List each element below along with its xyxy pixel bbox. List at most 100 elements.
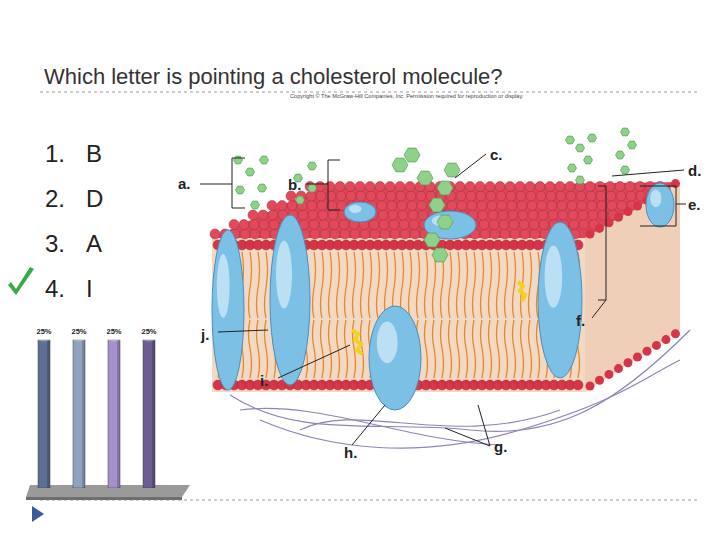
sugar (308, 184, 317, 192)
lipid-head (576, 191, 586, 201)
sugar (576, 144, 585, 152)
lipid-head (538, 210, 548, 220)
sugar (444, 163, 460, 177)
lipid-head (520, 229, 530, 239)
lipid-tail (313, 320, 316, 378)
lipid-tail (257, 252, 260, 318)
lipid-head (239, 220, 249, 230)
bar-top (38, 339, 50, 342)
sugar (260, 156, 269, 164)
lipid-tail (345, 320, 348, 378)
lipid-head (496, 191, 506, 201)
lipid-head (605, 370, 614, 379)
lipid-tail (425, 252, 428, 318)
lipid-tail (265, 252, 268, 318)
lipid-head (298, 210, 308, 220)
diagram-label: b. (288, 176, 301, 193)
lipid-tail (481, 320, 484, 378)
lipid-tail (417, 252, 420, 318)
lipid-head (586, 230, 595, 239)
lipid-head (671, 329, 680, 338)
lipid-head (596, 191, 606, 201)
lipid-head (360, 229, 370, 239)
sugar (621, 128, 630, 136)
lipid-head (530, 229, 540, 239)
lipid-head (643, 347, 652, 356)
option-text: A (86, 230, 102, 257)
lipid-head (308, 210, 318, 220)
protein-highlight (276, 241, 292, 309)
bar (143, 340, 155, 488)
lipid-tail (457, 252, 460, 318)
lipid-head (517, 201, 527, 211)
sugar (437, 181, 453, 195)
lipid-head (397, 201, 407, 211)
lipid-tail (473, 252, 476, 318)
lipid-head (317, 201, 327, 211)
sugar (566, 136, 575, 144)
cholesterol (352, 330, 362, 354)
membrane-diagram (210, 128, 690, 448)
sugar (234, 156, 243, 164)
lipid-head (519, 220, 529, 230)
lipid-head (268, 210, 278, 220)
lipid-head (457, 201, 467, 211)
lipid-head (398, 210, 408, 220)
lipid-head (615, 182, 625, 192)
lipid-head (633, 202, 642, 211)
lipid-head (376, 191, 386, 201)
bars (38, 339, 155, 488)
cholesterol (518, 282, 525, 301)
lipid-tail (345, 252, 348, 318)
lipid-head (377, 201, 387, 211)
option-number: 1. (45, 140, 65, 167)
lipid-head (488, 210, 498, 220)
lipid-head (455, 182, 465, 192)
lipid-head (356, 191, 366, 201)
lipid-head (606, 191, 616, 201)
lipid-head (318, 210, 328, 220)
sugar (429, 198, 445, 212)
lipid-tail (497, 252, 500, 318)
lipid-tail (505, 320, 508, 378)
lipid-tail (377, 252, 380, 318)
lipid-head (587, 201, 597, 211)
lipid-head (569, 220, 579, 230)
protein (538, 222, 582, 378)
canvas: Which letter is pointing a cholesterol m… (0, 0, 720, 540)
lipid-head (585, 182, 595, 192)
diagram-label: a. (178, 175, 191, 192)
lipid-head (537, 201, 547, 211)
lipid-head (625, 182, 635, 192)
diagram-label: h. (344, 444, 357, 461)
lipid-head (259, 220, 269, 230)
protein (344, 202, 376, 222)
lipid-head (586, 191, 596, 201)
bar-top (73, 339, 85, 342)
lipid-tail (497, 320, 500, 378)
lipid-head (447, 201, 457, 211)
lipid-tail (505, 252, 508, 318)
lipid-head (525, 182, 535, 192)
lipid-head (508, 210, 518, 220)
lipid-head (249, 220, 259, 230)
sugar (568, 164, 577, 172)
lipid-tail (321, 252, 324, 318)
lipid-tail (337, 320, 340, 378)
lipid-head (325, 182, 335, 192)
bar (73, 340, 85, 488)
lipid-head (565, 182, 575, 192)
sugar (576, 176, 585, 184)
lipid-head (375, 182, 385, 192)
lipid-head (467, 201, 477, 211)
lipid-head (248, 210, 258, 220)
lipid-head (662, 335, 671, 344)
diagram-label: j. (200, 326, 209, 343)
lipid-tail (321, 320, 324, 378)
option-text: B (86, 140, 102, 167)
lipid-head (355, 182, 365, 192)
bar (38, 340, 50, 488)
lipid-head (309, 220, 319, 230)
sugar (258, 184, 267, 192)
checkmark (8, 267, 34, 295)
